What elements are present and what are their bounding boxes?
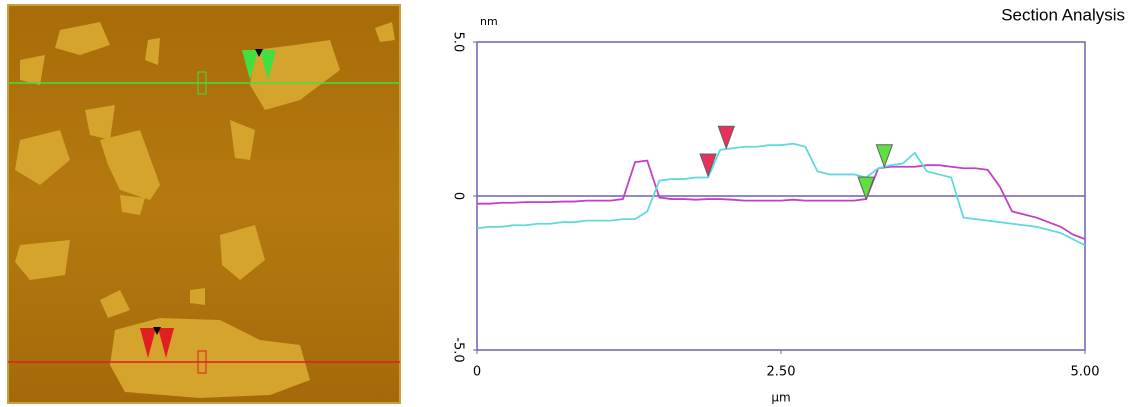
figure: Section Analysis nm µm -5.005.002.505.00 bbox=[0, 0, 1130, 407]
cursor-marker bbox=[876, 145, 892, 167]
y-tick-label: -5.0 bbox=[451, 337, 466, 362]
y-axis-label: nm bbox=[480, 15, 498, 28]
chart-title: Section Analysis bbox=[1001, 5, 1125, 24]
y-tick-label: 5.0 bbox=[451, 32, 466, 53]
x-tick-label: 2.50 bbox=[767, 365, 796, 380]
profile-line bbox=[477, 144, 1085, 246]
y-tick-label: 0 bbox=[451, 192, 466, 200]
afm-image bbox=[8, 5, 400, 403]
x-tick-label: 0 bbox=[473, 365, 481, 380]
x-tick-label: 5.00 bbox=[1071, 365, 1100, 380]
profile-line bbox=[477, 161, 1085, 240]
x-axis-label: µm bbox=[771, 391, 790, 405]
cursor-marker bbox=[718, 126, 734, 148]
